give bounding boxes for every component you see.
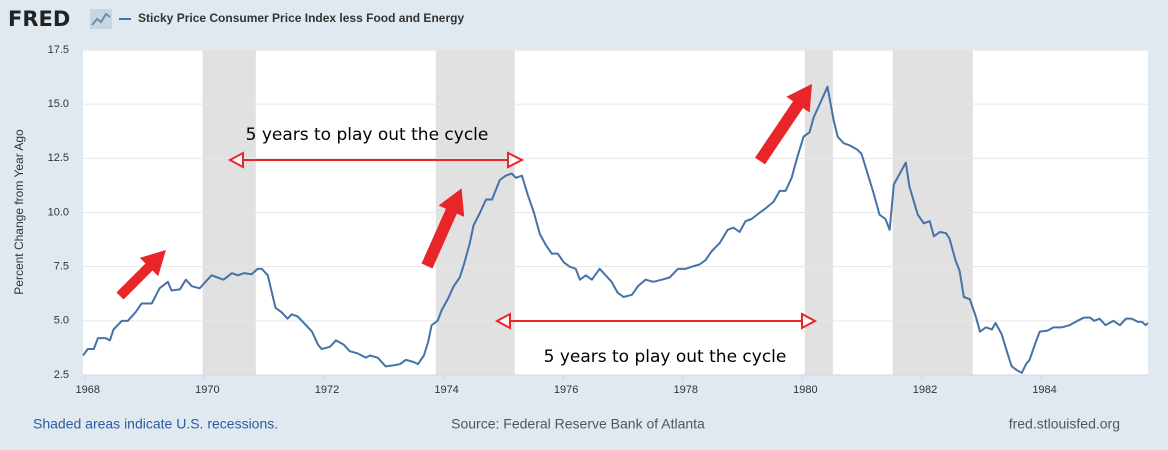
y-tick-label: 17.5 [48, 44, 69, 56]
logo[interactable]: FRED [8, 7, 70, 31]
double-arrow [227, 151, 525, 169]
site[interactable]: fred.stlouisfed.org [1009, 416, 1120, 432]
annotation: 5 years to play out the cycle [246, 125, 489, 145]
legend-label: Sticky Price Consumer Price Index less F… [138, 11, 464, 25]
series-line [82, 85, 1149, 374]
x-tick-label: 1976 [554, 384, 578, 396]
y-tick-label: 10.0 [48, 206, 69, 218]
y-axis-label: Percent Change from Year Ago [12, 129, 26, 295]
y-tick-label: 5.0 [54, 315, 69, 327]
y-tick-label: 7.5 [54, 261, 69, 273]
x-tick-label: 1984 [1032, 384, 1056, 396]
x-tick-label: 1980 [793, 384, 817, 396]
recession-note[interactable]: Shaded areas indicate U.S. recessions. [33, 416, 278, 432]
red-arrow [421, 188, 465, 269]
logo-icon [90, 9, 112, 29]
x-tick-label: 1972 [315, 384, 339, 396]
x-tick-label: 1982 [913, 384, 937, 396]
x-tick-label: 1968 [76, 384, 100, 396]
y-tick-label: 12.5 [48, 152, 69, 164]
x-tick-label: 1970 [195, 384, 219, 396]
y-tick-label: 15.0 [48, 98, 69, 110]
source: Source: Federal Reserve Bank of Atlanta [451, 416, 705, 432]
double-arrow [494, 312, 818, 330]
x-tick-label: 1978 [674, 384, 698, 396]
x-tick-label: 1974 [434, 384, 458, 396]
y-tick-label: 2.5 [54, 369, 69, 381]
red-arrow [116, 250, 166, 300]
red-arrow [755, 83, 813, 165]
grid-layer [83, 49, 1148, 381]
annotation: 5 years to play out the cycle [544, 347, 787, 367]
series-layer [82, 85, 1149, 374]
